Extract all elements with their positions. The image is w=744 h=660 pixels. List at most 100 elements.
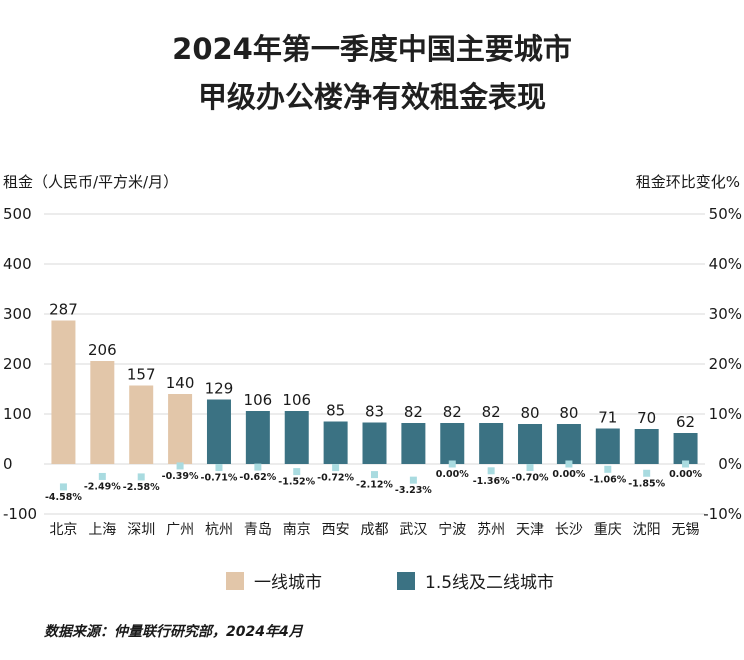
change-marker: [487, 467, 495, 475]
change-marker: [371, 471, 378, 479]
change-marker: [98, 472, 106, 480]
category-label: 无锡: [672, 522, 700, 538]
bar: [440, 423, 465, 464]
bar-value-label: 82: [443, 403, 462, 421]
bar: [51, 320, 76, 464]
y-tick-label: 400: [3, 255, 32, 273]
change-label: -1.85%: [628, 478, 665, 489]
category-label: 成都: [361, 522, 389, 538]
change-label: -2.49%: [84, 481, 121, 492]
bar-value-label: 85: [326, 402, 345, 420]
change-marker: [604, 465, 612, 473]
change-label: 0.00%: [552, 469, 585, 480]
bar: [245, 411, 270, 464]
chart-title-line-2: 甲级办公楼净有效租金表现: [197, 80, 546, 114]
change-label: -0.39%: [162, 471, 199, 482]
y-tick-label: 0: [3, 455, 13, 473]
category-label: 杭州: [205, 522, 233, 538]
bar-value-label: 80: [520, 404, 539, 422]
change-label: -1.36%: [473, 476, 510, 487]
y-tick-label: -100: [3, 505, 37, 523]
y-tick-label: 200: [3, 355, 32, 373]
bar: [401, 423, 426, 464]
legend-swatch-tier1: [226, 572, 244, 590]
bar-value-label: 140: [166, 374, 195, 392]
category-label: 天津: [516, 522, 544, 538]
bar: [362, 422, 387, 464]
y-tick-label: 500: [3, 205, 32, 223]
change-marker: [176, 462, 184, 470]
bar-value-label: 206: [88, 341, 117, 359]
y2-tick-label: 50%: [709, 205, 742, 223]
change-marker: [409, 476, 417, 484]
bar-value-label: 83: [365, 403, 384, 421]
legend: 一线城市 1.5线及二线城市: [226, 572, 554, 593]
bar-value-label: 82: [404, 403, 423, 421]
category-label: 宁波: [438, 521, 466, 538]
category-label: 苏州: [477, 522, 505, 538]
change-label: 0.00%: [669, 469, 702, 480]
bar-value-label: 106: [282, 391, 311, 409]
change-label: -4.58%: [45, 492, 82, 503]
change-label: -0.71%: [201, 473, 238, 484]
bar-value-label: 129: [205, 380, 234, 398]
bar: [284, 411, 309, 464]
change-marker: [448, 460, 456, 468]
legend-label-tier1: 一线城市: [254, 573, 322, 593]
category-label: 上海: [88, 522, 116, 538]
bar-value-label: 82: [482, 403, 501, 421]
category-label: 北京: [49, 522, 77, 538]
change-marker: [332, 464, 340, 472]
category-label: 广州: [166, 522, 194, 538]
bar: [129, 385, 154, 464]
y2-axis-title: 租金环比变化%: [636, 173, 740, 191]
change-marker: [526, 464, 534, 471]
bar-value-label: 287: [49, 301, 78, 319]
bar: [673, 433, 698, 464]
labels: 租金（人民币/平方米/月） 租金环比变化% -100 -10% 0 0% 100 10% 200…: [3, 173, 742, 538]
bar-value-label: 106: [244, 391, 273, 409]
bar: [168, 394, 193, 464]
change-label: -0.70%: [512, 473, 549, 484]
change-marker: [254, 463, 262, 471]
category-label: 长沙: [555, 522, 583, 538]
bar: [206, 399, 231, 464]
change-label: -1.52%: [278, 477, 315, 488]
change-label: -0.72%: [317, 473, 354, 484]
change-label: -2.58%: [123, 482, 160, 493]
change-marker: [137, 473, 145, 481]
bar: [595, 428, 620, 464]
change-label: 0.00%: [436, 469, 469, 480]
category-label: 青岛: [244, 522, 272, 538]
y2-tick-label: -10%: [703, 505, 742, 523]
bar-value-label: 157: [127, 366, 156, 384]
bar: [90, 361, 115, 464]
change-label: -3.23%: [395, 485, 432, 496]
category-label: 重庆: [594, 522, 622, 538]
y2-tick-label: 10%: [709, 405, 742, 423]
y2-tick-label: 40%: [709, 255, 742, 273]
bar: [556, 424, 581, 464]
change-marker: [565, 460, 573, 468]
change-label: -2.12%: [356, 480, 393, 491]
change-label: -1.06%: [589, 474, 626, 485]
bar: [634, 429, 659, 464]
category-label: 武汉: [399, 522, 427, 538]
bars: [51, 320, 698, 464]
change-marker: [682, 460, 690, 468]
change-marker: [215, 464, 223, 472]
source-note: 数据来源：仲量联行研究部，2024年4月: [44, 624, 303, 640]
bar-value-label: 80: [559, 404, 578, 422]
change-markers: [59, 460, 690, 491]
bar-value-label: 71: [598, 409, 617, 427]
y-tick-label: 300: [3, 305, 32, 323]
chart-title-line-1: 2024年第一季度中国主要城市: [172, 32, 572, 66]
bar-value-label: 70: [637, 409, 656, 427]
y2-tick-label: 0%: [718, 455, 742, 473]
change-marker: [293, 468, 301, 476]
category-label: 深圳: [127, 522, 155, 538]
category-label: 南京: [283, 522, 311, 538]
legend-label-tier2: 1.5线及二线城市: [425, 573, 554, 593]
y2-tick-label: 30%: [709, 305, 742, 323]
y-axis-title: 租金（人民币/平方米/月）: [3, 173, 178, 191]
